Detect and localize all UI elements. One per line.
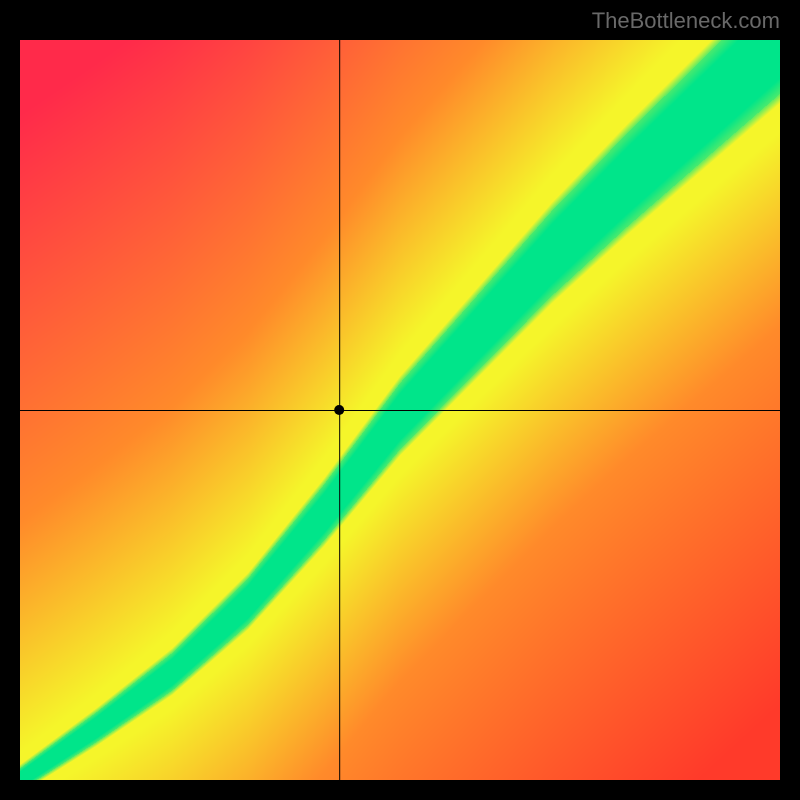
- heatmap-canvas: [20, 40, 780, 780]
- bottleneck-heatmap-chart: [20, 40, 780, 780]
- watermark-text: TheBottleneck.com: [592, 8, 780, 34]
